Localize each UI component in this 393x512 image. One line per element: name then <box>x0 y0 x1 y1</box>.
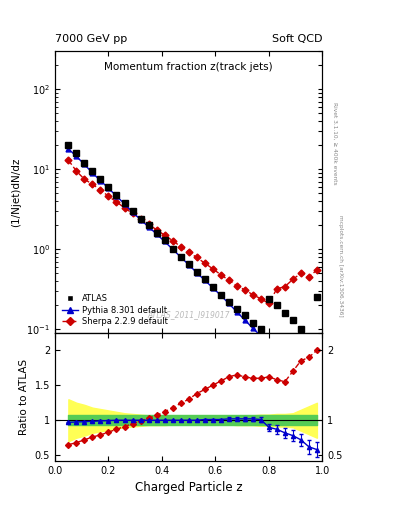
Text: Rivet 3.1.10, ≥ 400k events: Rivet 3.1.10, ≥ 400k events <box>332 102 337 185</box>
Legend: ATLAS, Pythia 8.301 default, Sherpa 2.2.9 default: ATLAS, Pythia 8.301 default, Sherpa 2.2.… <box>59 292 170 329</box>
X-axis label: Charged Particle z: Charged Particle z <box>135 481 242 494</box>
Text: Soft QCD: Soft QCD <box>272 33 322 44</box>
Text: ATLAS_2011_I919017: ATLAS_2011_I919017 <box>147 310 230 318</box>
Text: Momentum fraction z(track jets): Momentum fraction z(track jets) <box>104 62 273 73</box>
Text: mcplots.cern.ch [arXiv:1306.3436]: mcplots.cern.ch [arXiv:1306.3436] <box>338 216 343 317</box>
Y-axis label: (1/Njet)dN/dz: (1/Njet)dN/dz <box>11 157 21 227</box>
Y-axis label: Ratio to ATLAS: Ratio to ATLAS <box>19 359 29 435</box>
Text: 7000 GeV pp: 7000 GeV pp <box>55 33 127 44</box>
